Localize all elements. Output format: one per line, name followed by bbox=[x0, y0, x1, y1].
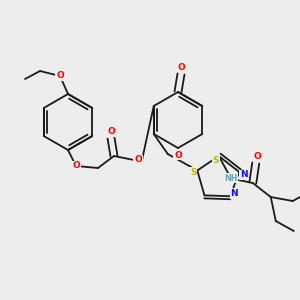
Text: O: O bbox=[56, 71, 64, 80]
Text: S: S bbox=[190, 168, 196, 177]
Text: S: S bbox=[212, 155, 219, 164]
Text: O: O bbox=[134, 155, 142, 164]
Text: O: O bbox=[254, 152, 262, 160]
Text: O: O bbox=[72, 161, 80, 170]
Text: N: N bbox=[230, 189, 238, 198]
Text: N: N bbox=[240, 170, 248, 179]
Text: NH: NH bbox=[224, 173, 238, 182]
Text: O: O bbox=[177, 62, 185, 71]
Text: O: O bbox=[107, 128, 115, 136]
Text: O: O bbox=[174, 151, 182, 160]
